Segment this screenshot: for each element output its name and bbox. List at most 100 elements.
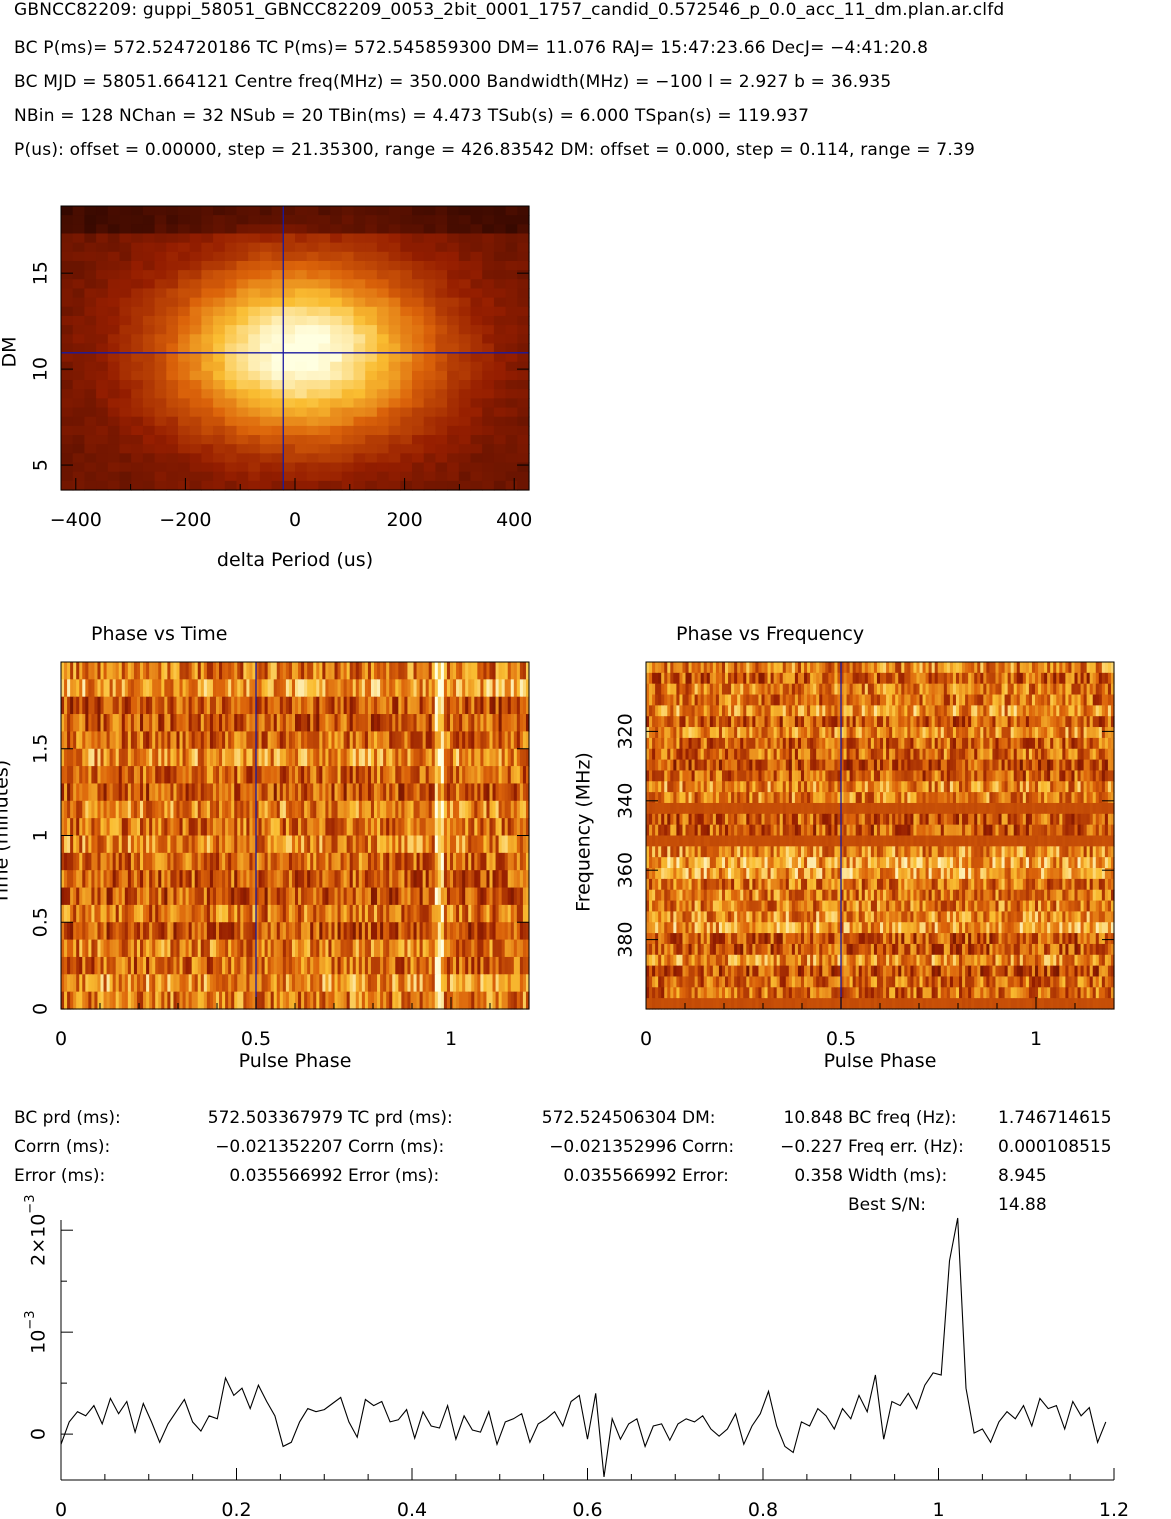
heat-cell xyxy=(435,270,448,280)
heat-cell xyxy=(519,800,524,819)
heat-cell xyxy=(64,679,68,698)
heat-cell xyxy=(325,870,330,889)
heat-cell xyxy=(295,306,308,317)
heat-cell xyxy=(61,288,74,299)
heat-cell xyxy=(346,904,351,923)
heat-cell xyxy=(203,783,208,802)
heat-cell xyxy=(443,991,448,1010)
heat-cell xyxy=(215,974,220,993)
heat-cell xyxy=(505,352,518,363)
heat-cell xyxy=(898,662,902,674)
heat-cell xyxy=(82,835,86,854)
heat-cell xyxy=(507,714,512,732)
heat-cell xyxy=(189,242,202,253)
heat-cell xyxy=(1059,683,1063,696)
heat-cell xyxy=(103,974,108,993)
heat-cell xyxy=(224,416,238,427)
heat-cell xyxy=(91,800,96,819)
heat-cell xyxy=(498,766,503,785)
heat-cell xyxy=(258,766,263,785)
heat-cell xyxy=(395,679,399,698)
heat-cell xyxy=(355,662,360,680)
heat-cell xyxy=(330,444,343,454)
heat-cell xyxy=(423,251,436,262)
heat-cell xyxy=(376,380,390,390)
heat-cell xyxy=(259,251,273,262)
heat-cell xyxy=(822,662,826,674)
heat-cell xyxy=(194,939,199,958)
heat-cell xyxy=(158,731,162,750)
heat-cell xyxy=(507,696,512,715)
heat-cell xyxy=(767,662,772,674)
heat-cell xyxy=(505,389,518,399)
heat-cell xyxy=(492,956,497,975)
heat-cell xyxy=(470,380,483,390)
heat-cell xyxy=(200,870,205,889)
heat-cell xyxy=(319,766,323,785)
heat-cell xyxy=(100,662,105,680)
heat-cell xyxy=(949,662,954,674)
heat-cell xyxy=(282,870,287,889)
heat-cell xyxy=(422,800,427,819)
heat-cell xyxy=(1092,662,1097,674)
heat-cell xyxy=(201,288,214,299)
heat-cell xyxy=(435,251,448,262)
heat-cell xyxy=(412,389,425,399)
heat-cell xyxy=(1041,694,1045,706)
heat-cell xyxy=(995,662,1000,674)
heat-cell xyxy=(700,694,705,706)
heat-cell xyxy=(176,714,181,732)
heat-cell xyxy=(749,672,753,685)
heat-cell xyxy=(224,361,238,372)
heat-cell xyxy=(412,242,425,253)
heat-cell xyxy=(471,922,475,941)
heat-cell xyxy=(374,974,378,993)
heat-cell xyxy=(85,852,89,871)
heat-cell xyxy=(483,679,488,698)
heat-cell xyxy=(243,818,247,837)
heat-cell xyxy=(423,215,436,225)
heat-cell xyxy=(447,435,460,445)
heat-cell xyxy=(219,922,223,941)
heat-cell xyxy=(85,783,89,802)
heat-cell xyxy=(437,818,442,837)
heat-cell xyxy=(400,260,413,271)
heat-cell xyxy=(203,974,208,993)
y-tick-label: 10 xyxy=(30,357,52,381)
heat-cell xyxy=(307,991,311,1010)
heat-cell xyxy=(231,696,235,715)
heat-cell xyxy=(249,991,254,1010)
heat-cell xyxy=(231,922,235,941)
heat-cell xyxy=(395,800,399,819)
heat-cell xyxy=(206,835,211,854)
heat-cell xyxy=(510,991,515,1010)
heat-cell xyxy=(79,783,83,802)
heat-cell xyxy=(493,471,507,482)
heat-cell xyxy=(258,887,263,906)
heat-cell xyxy=(119,233,132,244)
heat-cell xyxy=(925,662,930,674)
heat-cell xyxy=(392,922,396,941)
heat-cell xyxy=(1104,672,1109,685)
heat-cell xyxy=(416,748,421,767)
heat-cell xyxy=(349,731,354,750)
heat-cell xyxy=(412,215,425,225)
heat-cell xyxy=(867,672,872,685)
heat-cell xyxy=(276,714,281,732)
heat-cell xyxy=(271,480,284,491)
heat-cell xyxy=(127,904,132,923)
heat-cell xyxy=(470,435,483,445)
heat-cell xyxy=(353,297,366,308)
heat-cell xyxy=(416,714,421,732)
heat-cell xyxy=(965,662,969,674)
heat-cell xyxy=(355,870,360,889)
heat-cell xyxy=(341,251,355,262)
heat-cell xyxy=(456,904,460,923)
heat-cell xyxy=(971,694,975,706)
heat-cell xyxy=(734,662,738,674)
heat-cell xyxy=(248,279,261,290)
heat-cell xyxy=(791,694,796,706)
heat-cell xyxy=(401,974,405,993)
heat-cell xyxy=(298,748,302,767)
heat-cell xyxy=(374,922,378,941)
